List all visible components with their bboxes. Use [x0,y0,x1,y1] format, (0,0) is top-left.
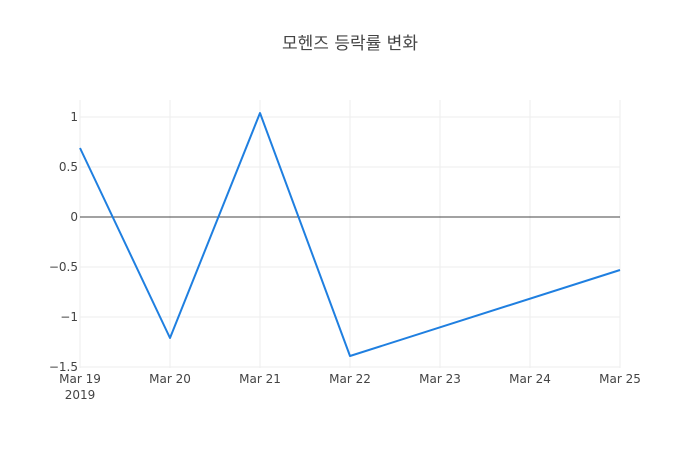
x-tick-label: Mar 20 [149,372,191,386]
x-tick-label: Mar 21 [239,372,281,386]
x-tick-label: Mar 24 [509,372,551,386]
y-tick-label: 0 [70,210,78,224]
y-tick-label: 1 [70,110,78,124]
y-tick-label: −1.5 [49,360,78,374]
series-line [79,112,621,357]
chart-title: 모헨즈 등락률 변화 [282,34,418,54]
gridlines [79,100,621,368]
y-tick-label: −0.5 [49,260,78,274]
x-tick-year-label: 2019 [65,388,96,402]
y-tick-label: −1 [60,310,78,324]
x-tick-label: Mar 25 [599,372,641,386]
x-tick-label: Mar 23 [419,372,461,386]
x-tick-label: Mar 19 [59,372,101,386]
x-tick-label: Mar 22 [329,372,371,386]
y-tick-label: 0.5 [59,160,78,174]
plot-area [79,112,621,357]
axes: Mar 19 Mar 20 Mar 21 Mar 22 Mar 23 Mar 24 Mar … [49,110,641,402]
